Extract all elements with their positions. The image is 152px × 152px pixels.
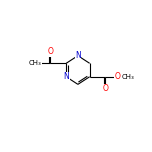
Text: CH₃: CH₃ [29, 60, 41, 66]
Text: N: N [75, 51, 81, 60]
Text: O: O [102, 84, 108, 93]
Text: O: O [47, 47, 53, 56]
Text: O: O [114, 72, 120, 81]
Text: N: N [63, 72, 69, 81]
Text: CH₃: CH₃ [122, 74, 135, 80]
